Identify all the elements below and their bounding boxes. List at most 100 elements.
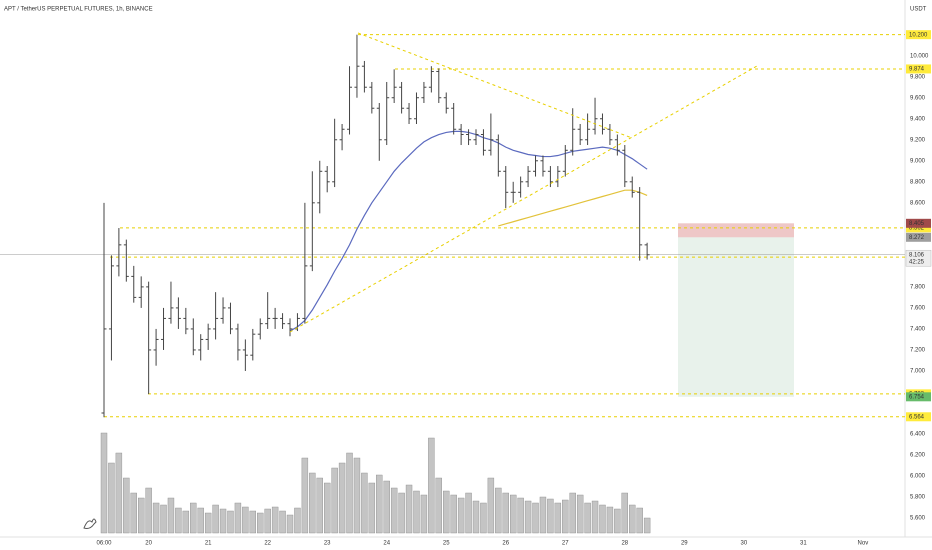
y-tick-label: 6.000 — [910, 474, 926, 480]
volume-bar — [249, 510, 257, 534]
volume-bar — [361, 472, 368, 534]
volume-bar — [636, 507, 643, 534]
y-tick-label: 5.600 — [910, 516, 926, 522]
volume-bar — [227, 510, 234, 534]
volume-bar — [562, 499, 569, 534]
volume-bar — [309, 472, 316, 534]
volume-bar — [182, 510, 190, 534]
volume-bar — [539, 496, 547, 534]
volume-bar — [152, 502, 160, 534]
volume-bar — [324, 482, 331, 534]
volume-bar — [145, 487, 152, 534]
volume-bar — [450, 494, 457, 534]
volume-bar — [294, 507, 301, 534]
volume-bar — [420, 494, 428, 534]
x-tick-label: 20 — [145, 541, 152, 547]
price-tag — [906, 64, 931, 74]
volume-bar — [160, 504, 167, 534]
volume-bar — [100, 432, 108, 534]
x-tick-label: 26 — [502, 541, 509, 547]
volume-bar — [495, 487, 502, 534]
volume-bar — [197, 507, 204, 534]
volume-bar — [472, 500, 480, 534]
volume-bar — [606, 506, 614, 534]
countdown: 42:25 — [909, 259, 925, 265]
volume-bar — [368, 482, 376, 534]
price-tag — [906, 392, 931, 402]
y-tick-label: 7.000 — [910, 369, 926, 375]
last-price-tag — [905, 249, 932, 267]
last-price-label: 8.106 — [909, 252, 925, 258]
volume-bar — [242, 506, 249, 534]
stop-zone — [678, 223, 794, 238]
volume-bar — [465, 492, 472, 534]
volume-bar — [547, 498, 554, 534]
moving-average — [498, 189, 648, 227]
volume-bar — [435, 477, 442, 534]
chart-title: APT / TetherUS PERPETUAL FUTURES, 1h, BI… — [4, 7, 153, 13]
x-tick-label: 25 — [443, 541, 450, 547]
y-tick-label: 7.800 — [910, 284, 926, 290]
volume-bar — [510, 494, 517, 534]
volume-bar — [376, 474, 383, 534]
volume-bar — [137, 497, 145, 534]
y-tick-label: 7.400 — [910, 327, 926, 333]
volume-bar — [413, 490, 420, 534]
y-tick-label: 9.000 — [910, 158, 926, 164]
volume-bar — [257, 512, 264, 534]
volume-bar — [279, 510, 286, 534]
y-tick-label: 7.200 — [910, 348, 926, 354]
volume-bar — [212, 504, 219, 534]
volume-bar — [591, 500, 599, 534]
x-tick-label: 30 — [740, 541, 747, 547]
price-tag-label: 10.200 — [909, 32, 928, 38]
volume-bar — [346, 452, 353, 534]
volume-bar — [614, 508, 621, 534]
volume-bar — [517, 497, 524, 534]
volume-bar — [204, 512, 212, 534]
y-tick-label: 9.600 — [910, 95, 926, 101]
y-tick-label: 9.200 — [910, 137, 926, 143]
volume-bar — [502, 492, 509, 534]
volume-bar — [487, 477, 495, 534]
price-tag-label: 8.405 — [909, 221, 925, 227]
volume-bar — [123, 477, 130, 534]
volume-bar — [264, 508, 271, 534]
volume-bar — [443, 490, 450, 534]
volume-bar — [301, 457, 309, 534]
y-tick-label: 9.800 — [910, 74, 926, 80]
volume-bar — [576, 494, 584, 534]
volume-bar — [316, 477, 323, 534]
price-tag-label: 8.362 — [909, 225, 925, 231]
price-tag — [906, 218, 931, 228]
trend-line — [357, 32, 633, 139]
volume-bar — [599, 504, 606, 534]
x-tick-label: 31 — [800, 541, 807, 547]
price-tag — [906, 232, 931, 242]
volume-bar — [286, 514, 294, 534]
y-tick-label: 6.400 — [910, 432, 926, 438]
x-tick-label: Nov — [858, 541, 869, 547]
volume-bar — [405, 484, 413, 534]
volume-bar — [115, 452, 123, 534]
currency: USDT — [910, 7, 927, 13]
x-tick-label: 29 — [681, 541, 688, 547]
price-tag — [906, 30, 931, 40]
volume-bar — [398, 492, 405, 534]
volume-bar — [130, 492, 137, 534]
volume-bar — [569, 492, 576, 534]
y-tick-label: 10.000 — [910, 53, 929, 59]
y-tick-label: 8.800 — [910, 179, 926, 185]
y-tick-label: 6.200 — [910, 453, 926, 459]
volume-bar — [353, 457, 361, 534]
x-tick-label: 22 — [264, 541, 271, 547]
price-tag-label: 8.272 — [909, 235, 925, 241]
price-tag — [906, 223, 931, 233]
y-tick-label: 9.400 — [910, 116, 926, 122]
volume-bar — [390, 487, 398, 534]
y-tick-label: 5.800 — [910, 495, 926, 501]
volume-bar — [219, 508, 227, 534]
volume-bar — [554, 502, 562, 534]
